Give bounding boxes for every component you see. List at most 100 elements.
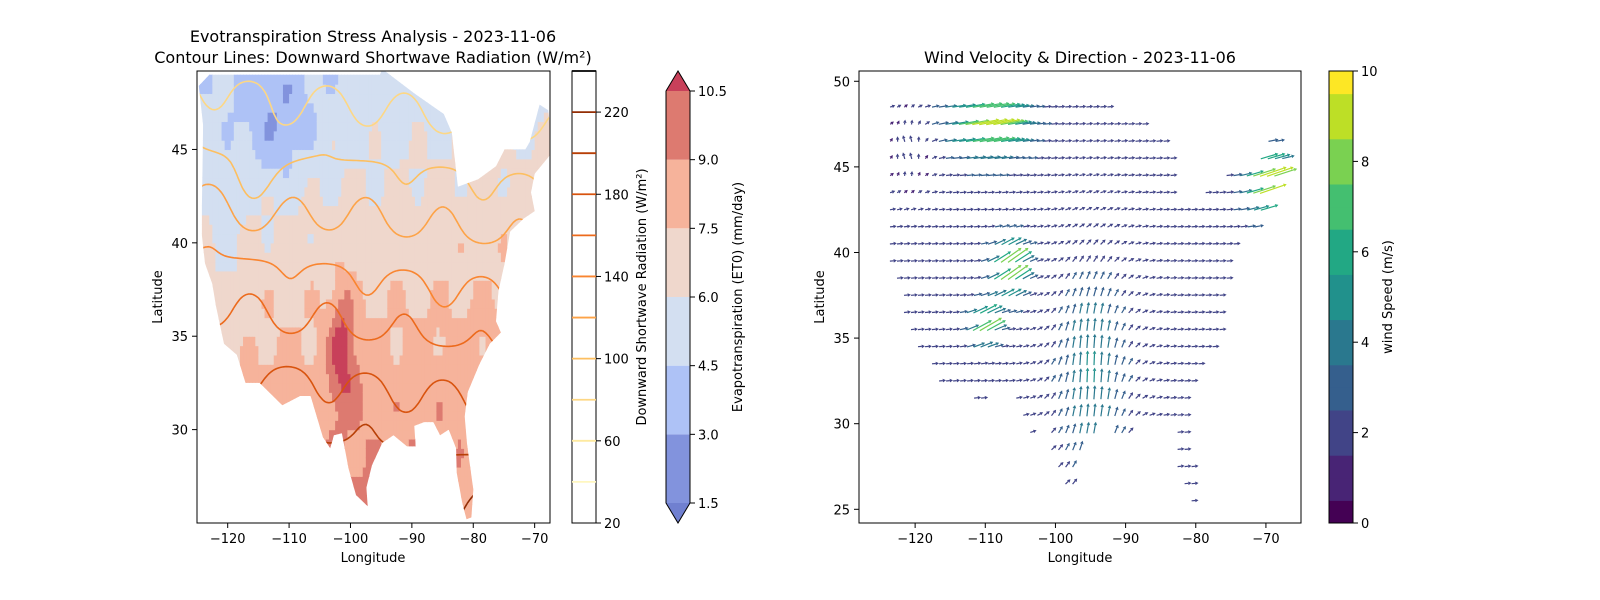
et-contour-cell — [467, 382, 471, 393]
et-contour-cell — [344, 485, 349, 496]
et-contour-cell — [445, 196, 450, 207]
et-contour-cell — [301, 177, 306, 188]
et-contour-cell — [359, 401, 364, 412]
et-contour-cell — [375, 392, 379, 403]
et-contour-cell — [362, 186, 367, 197]
et-contour-cell — [476, 298, 480, 309]
et-contour-cell — [335, 466, 339, 477]
et-contour-cell — [307, 149, 312, 160]
et-contour-cell — [442, 102, 447, 113]
et-contour-cell — [335, 298, 339, 309]
et-contour-cell — [203, 420, 207, 431]
et-contour-cell — [209, 196, 213, 207]
et-contour-cell — [365, 84, 370, 95]
et-contour-cell — [298, 485, 302, 496]
et-contour-cell — [316, 336, 321, 347]
et-contour-cell — [393, 112, 398, 123]
et-contour-cell — [267, 270, 272, 281]
et-contour-cell — [298, 457, 302, 468]
et-contour-cell — [411, 130, 416, 141]
et-contour-cell — [482, 242, 487, 253]
et-contour-cell — [427, 233, 431, 244]
et-contour-cell — [424, 252, 428, 263]
et-contour-cell — [482, 298, 487, 309]
et-contour-cell — [384, 373, 388, 384]
et-contour-cell — [224, 233, 229, 244]
et-contour-cell — [470, 401, 474, 412]
et-contour-cell — [467, 140, 471, 151]
et-contour-cell — [393, 410, 398, 421]
et-contour-cell — [488, 93, 493, 104]
et-contour-cell — [467, 504, 471, 515]
et-contour-cell — [399, 392, 404, 403]
et-contour-cell — [433, 364, 438, 375]
et-contour-cell — [227, 336, 232, 347]
et-contour-cell — [442, 392, 447, 403]
et-contour-cell — [233, 252, 238, 263]
et-contour-cell — [206, 280, 210, 291]
et-contour-cell — [258, 476, 263, 487]
et-contour-cell — [399, 401, 404, 412]
et-contour-cell — [424, 121, 428, 132]
et-contour-cell — [467, 121, 471, 132]
et-contour-cell — [393, 102, 398, 113]
et-contour-cell — [224, 298, 229, 309]
et-contour-cell — [338, 420, 342, 431]
et-contour-cell — [313, 252, 318, 263]
et-contour-cell — [454, 158, 459, 169]
et-contour-cell — [494, 186, 499, 197]
et-contour-cell — [198, 298, 201, 309]
et-contour-cell — [451, 373, 456, 384]
et-contour-cell — [304, 466, 309, 477]
et-contour-cell — [457, 140, 462, 151]
et-contour-cell — [488, 382, 493, 393]
et-contour-cell — [476, 401, 480, 412]
et-contour-cell — [292, 130, 296, 141]
et-contour-cell — [261, 354, 266, 365]
et-contour-cell — [402, 336, 407, 347]
et-contour-cell — [313, 485, 318, 496]
et-contour-cell — [494, 177, 499, 188]
et-contour-cell — [390, 112, 395, 123]
et-contour-cell — [267, 364, 272, 375]
et-contour-cell — [491, 448, 496, 459]
et-contour-cell — [347, 364, 352, 375]
et-contour-cell — [279, 121, 284, 132]
et-contour-cell — [448, 448, 453, 459]
et-contour-cell — [221, 354, 226, 365]
et-contour-cell — [464, 93, 468, 104]
et-contour-cell — [344, 401, 349, 412]
et-contour-cell — [344, 93, 349, 104]
et-contour-cell — [411, 354, 416, 365]
et-contour-cell — [411, 392, 416, 403]
et-contour-cell — [286, 149, 290, 160]
et-contour-cell — [451, 130, 456, 141]
et-contour-cell — [353, 84, 358, 95]
et-contour-cell — [332, 494, 336, 505]
et-contour-cell — [258, 457, 263, 468]
et-contour-cell — [218, 74, 223, 85]
et-contour-cell — [439, 513, 444, 520]
et-contour-cell — [476, 354, 480, 365]
et-contour-cell — [198, 466, 201, 477]
et-contour-cell — [427, 74, 431, 85]
et-contour-cell — [320, 523, 324, 533]
et-contour-cell — [500, 196, 505, 207]
et-contour-cell — [479, 214, 484, 225]
et-contour-cell — [375, 84, 379, 95]
et-contour-cell — [427, 270, 431, 281]
et-contour-cell — [279, 214, 284, 225]
et-contour-cell — [451, 270, 456, 281]
et-contour-cell — [255, 373, 259, 384]
et-contour-cell — [497, 494, 502, 505]
et-contour-cell — [378, 242, 382, 253]
et-contour-cell — [467, 448, 471, 459]
et-contour-cell — [350, 438, 355, 449]
et-contour-cell — [246, 112, 250, 123]
et-contour-cell — [243, 298, 247, 309]
et-contour-cell — [335, 364, 339, 375]
et-contour-cell — [258, 485, 263, 496]
et-contour-cell — [313, 205, 318, 216]
et-contour-cell — [473, 233, 477, 244]
et-contour-cell — [418, 373, 422, 384]
